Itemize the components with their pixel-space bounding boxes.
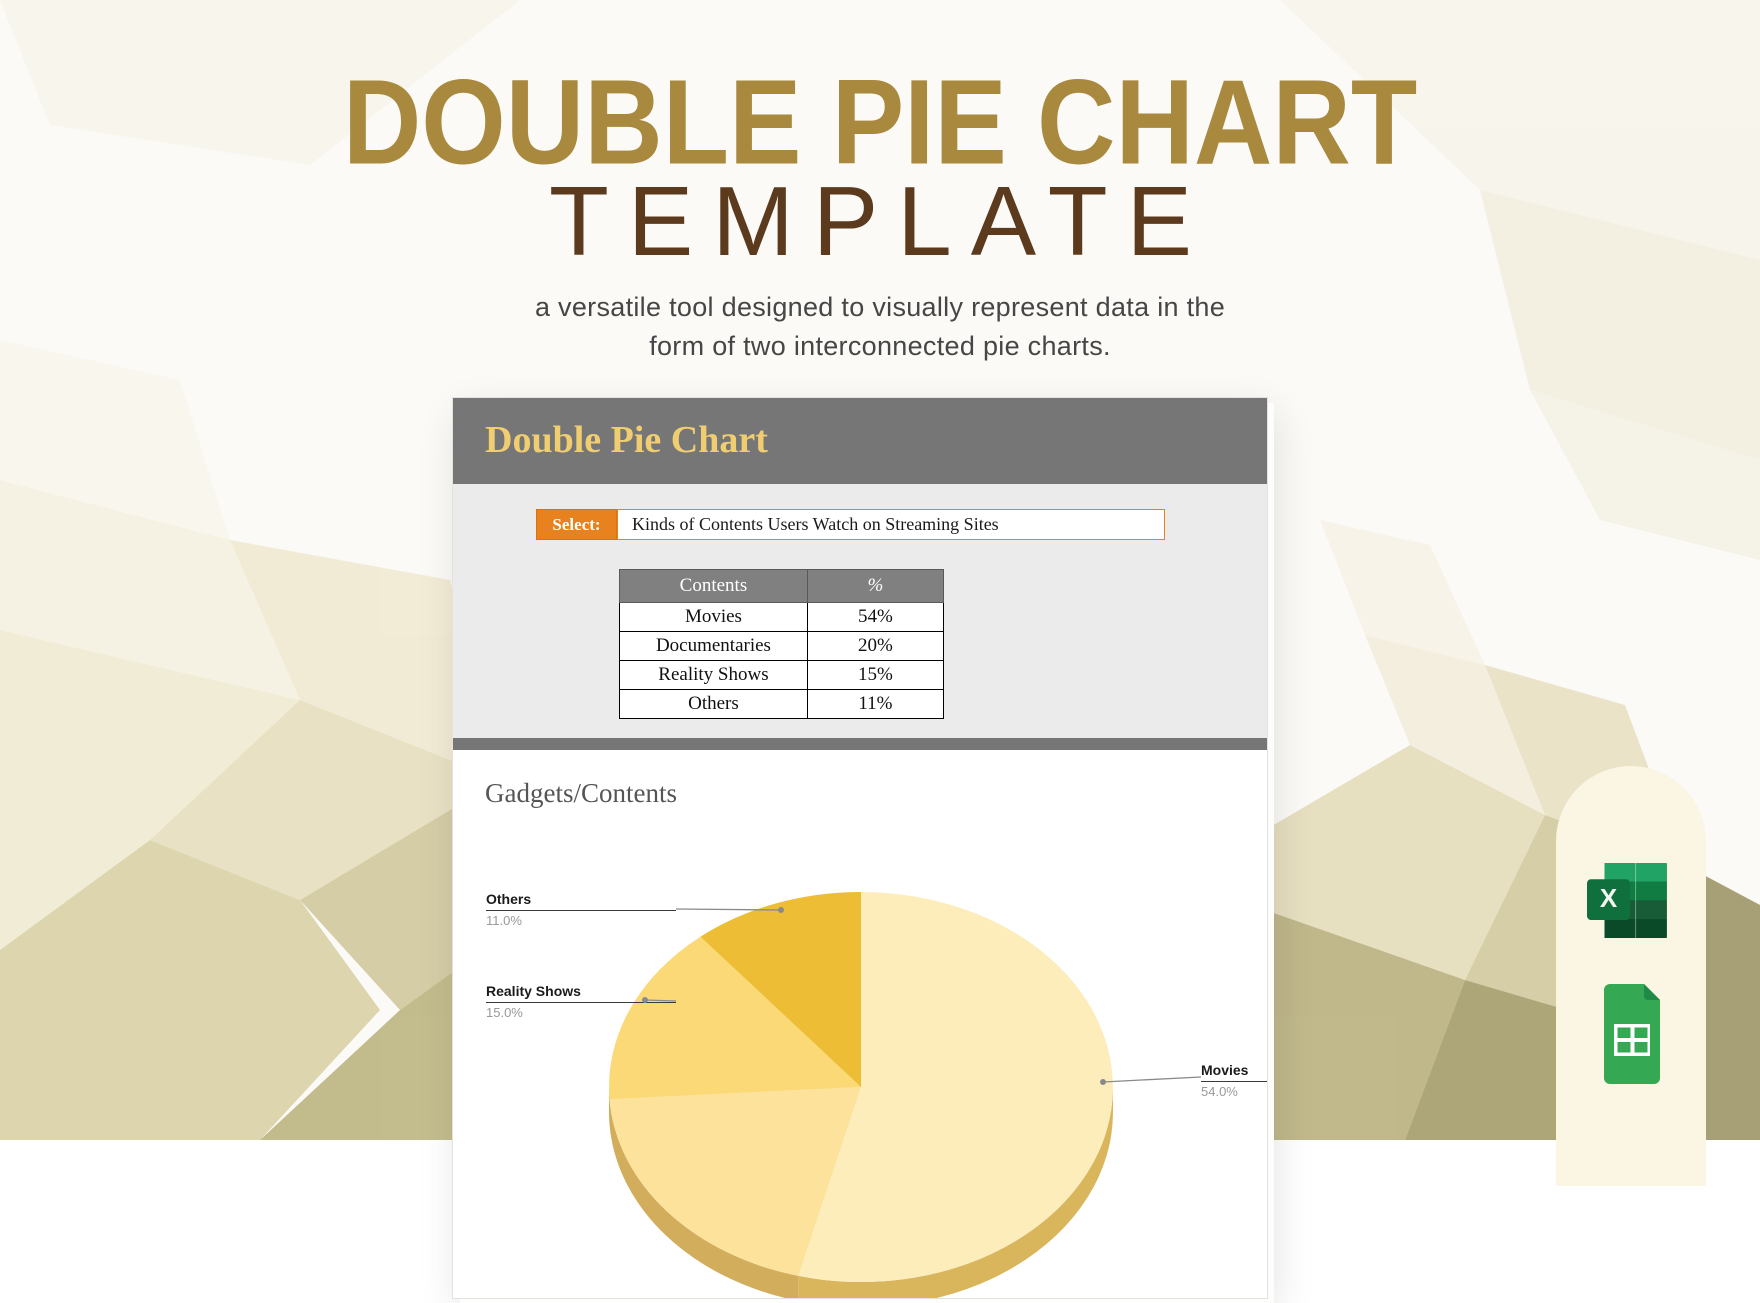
- svg-text:X: X: [1600, 883, 1618, 913]
